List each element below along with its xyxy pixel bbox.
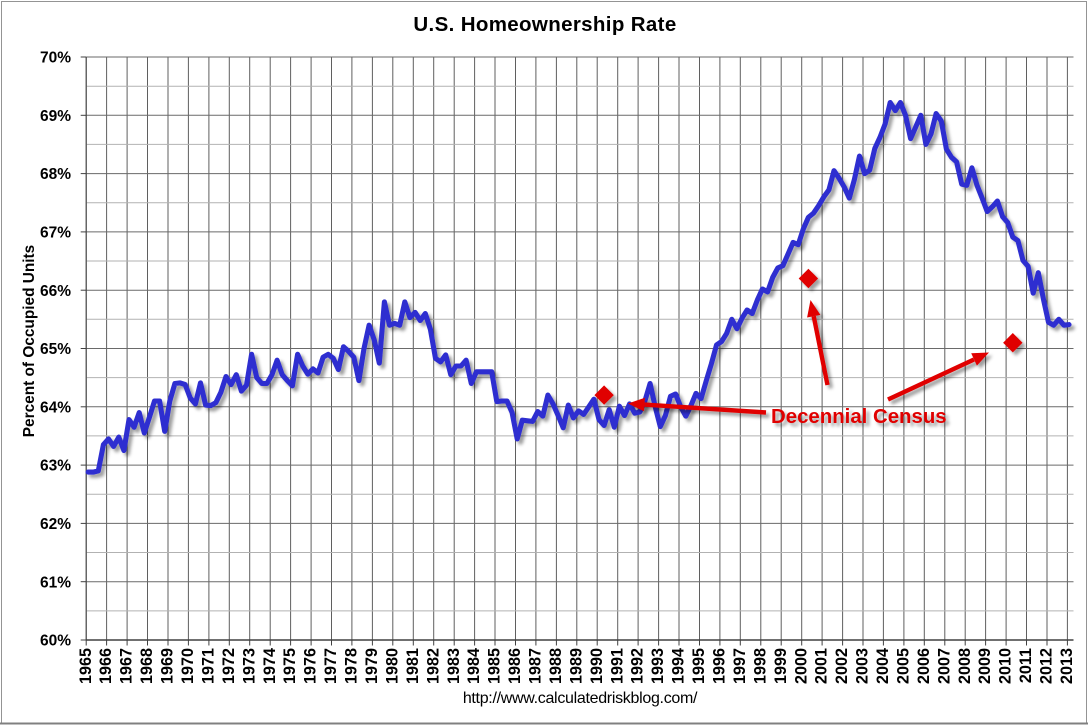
svg-text:2009: 2009 [976, 648, 994, 684]
svg-text:1983: 1983 [445, 648, 463, 684]
svg-text:1981: 1981 [404, 648, 422, 684]
svg-text:1975: 1975 [281, 648, 299, 684]
svg-text:1979: 1979 [363, 648, 381, 684]
svg-text:1978: 1978 [342, 648, 360, 684]
svg-text:60%: 60% [40, 633, 71, 650]
svg-text:2001: 2001 [813, 648, 831, 684]
svg-text:2004: 2004 [874, 648, 892, 684]
svg-text:69%: 69% [40, 108, 71, 125]
svg-text:1992: 1992 [629, 648, 647, 684]
svg-text:1966: 1966 [97, 648, 115, 684]
svg-text:70%: 70% [40, 50, 71, 67]
svg-text:2003: 2003 [854, 648, 872, 684]
svg-text:1997: 1997 [731, 648, 749, 684]
svg-text:1990: 1990 [588, 648, 606, 684]
svg-text:1971: 1971 [199, 648, 217, 684]
svg-text:1980: 1980 [383, 648, 401, 684]
svg-text:1973: 1973 [240, 648, 258, 684]
svg-text:1996: 1996 [711, 648, 729, 684]
svg-text:1987: 1987 [527, 648, 545, 684]
svg-text:2013: 2013 [1058, 648, 1076, 684]
svg-text:68%: 68% [40, 166, 71, 183]
svg-text:1995: 1995 [690, 648, 708, 684]
svg-text:2000: 2000 [792, 648, 810, 684]
svg-text:Percent of Occupied Units: Percent of Occupied Units [21, 245, 38, 437]
svg-text:1991: 1991 [608, 648, 626, 684]
svg-text:Decennial Census: Decennial Census [771, 406, 947, 428]
svg-text:1999: 1999 [772, 648, 790, 684]
svg-text:62%: 62% [40, 516, 71, 533]
svg-text:2008: 2008 [956, 648, 974, 684]
svg-text:2005: 2005 [895, 648, 913, 684]
svg-text:U.S. Homeownership Rate: U.S. Homeownership Rate [413, 13, 676, 36]
svg-text:1974: 1974 [261, 648, 279, 684]
svg-text:1993: 1993 [649, 648, 667, 684]
svg-text:1994: 1994 [670, 648, 688, 684]
svg-text:65%: 65% [40, 341, 71, 358]
svg-text:1972: 1972 [220, 648, 238, 684]
svg-text:1985: 1985 [486, 648, 504, 684]
svg-text:1977: 1977 [322, 648, 340, 684]
svg-text:1982: 1982 [424, 648, 442, 684]
svg-text:2010: 2010 [997, 648, 1015, 684]
svg-text:1988: 1988 [547, 648, 565, 684]
svg-text:2007: 2007 [935, 648, 953, 684]
svg-text:http://www.calculatedriskblog.: http://www.calculatedriskblog.com/ [463, 690, 698, 707]
svg-text:2011: 2011 [1017, 648, 1035, 683]
svg-text:67%: 67% [40, 225, 71, 242]
svg-text:1968: 1968 [138, 648, 156, 684]
svg-text:2006: 2006 [915, 648, 933, 684]
svg-text:1984: 1984 [465, 648, 483, 684]
svg-text:2012: 2012 [1038, 648, 1056, 684]
svg-text:61%: 61% [40, 574, 71, 591]
svg-text:1986: 1986 [506, 648, 524, 684]
svg-text:63%: 63% [40, 458, 71, 475]
svg-text:66%: 66% [40, 283, 71, 300]
svg-text:1969: 1969 [159, 648, 177, 684]
svg-text:1998: 1998 [751, 648, 769, 684]
svg-text:1965: 1965 [77, 648, 95, 684]
svg-text:2002: 2002 [833, 648, 851, 684]
svg-text:1976: 1976 [302, 648, 320, 684]
svg-text:64%: 64% [40, 399, 71, 416]
svg-text:1970: 1970 [179, 648, 197, 684]
svg-text:1989: 1989 [567, 648, 585, 684]
svg-text:1967: 1967 [118, 648, 136, 684]
